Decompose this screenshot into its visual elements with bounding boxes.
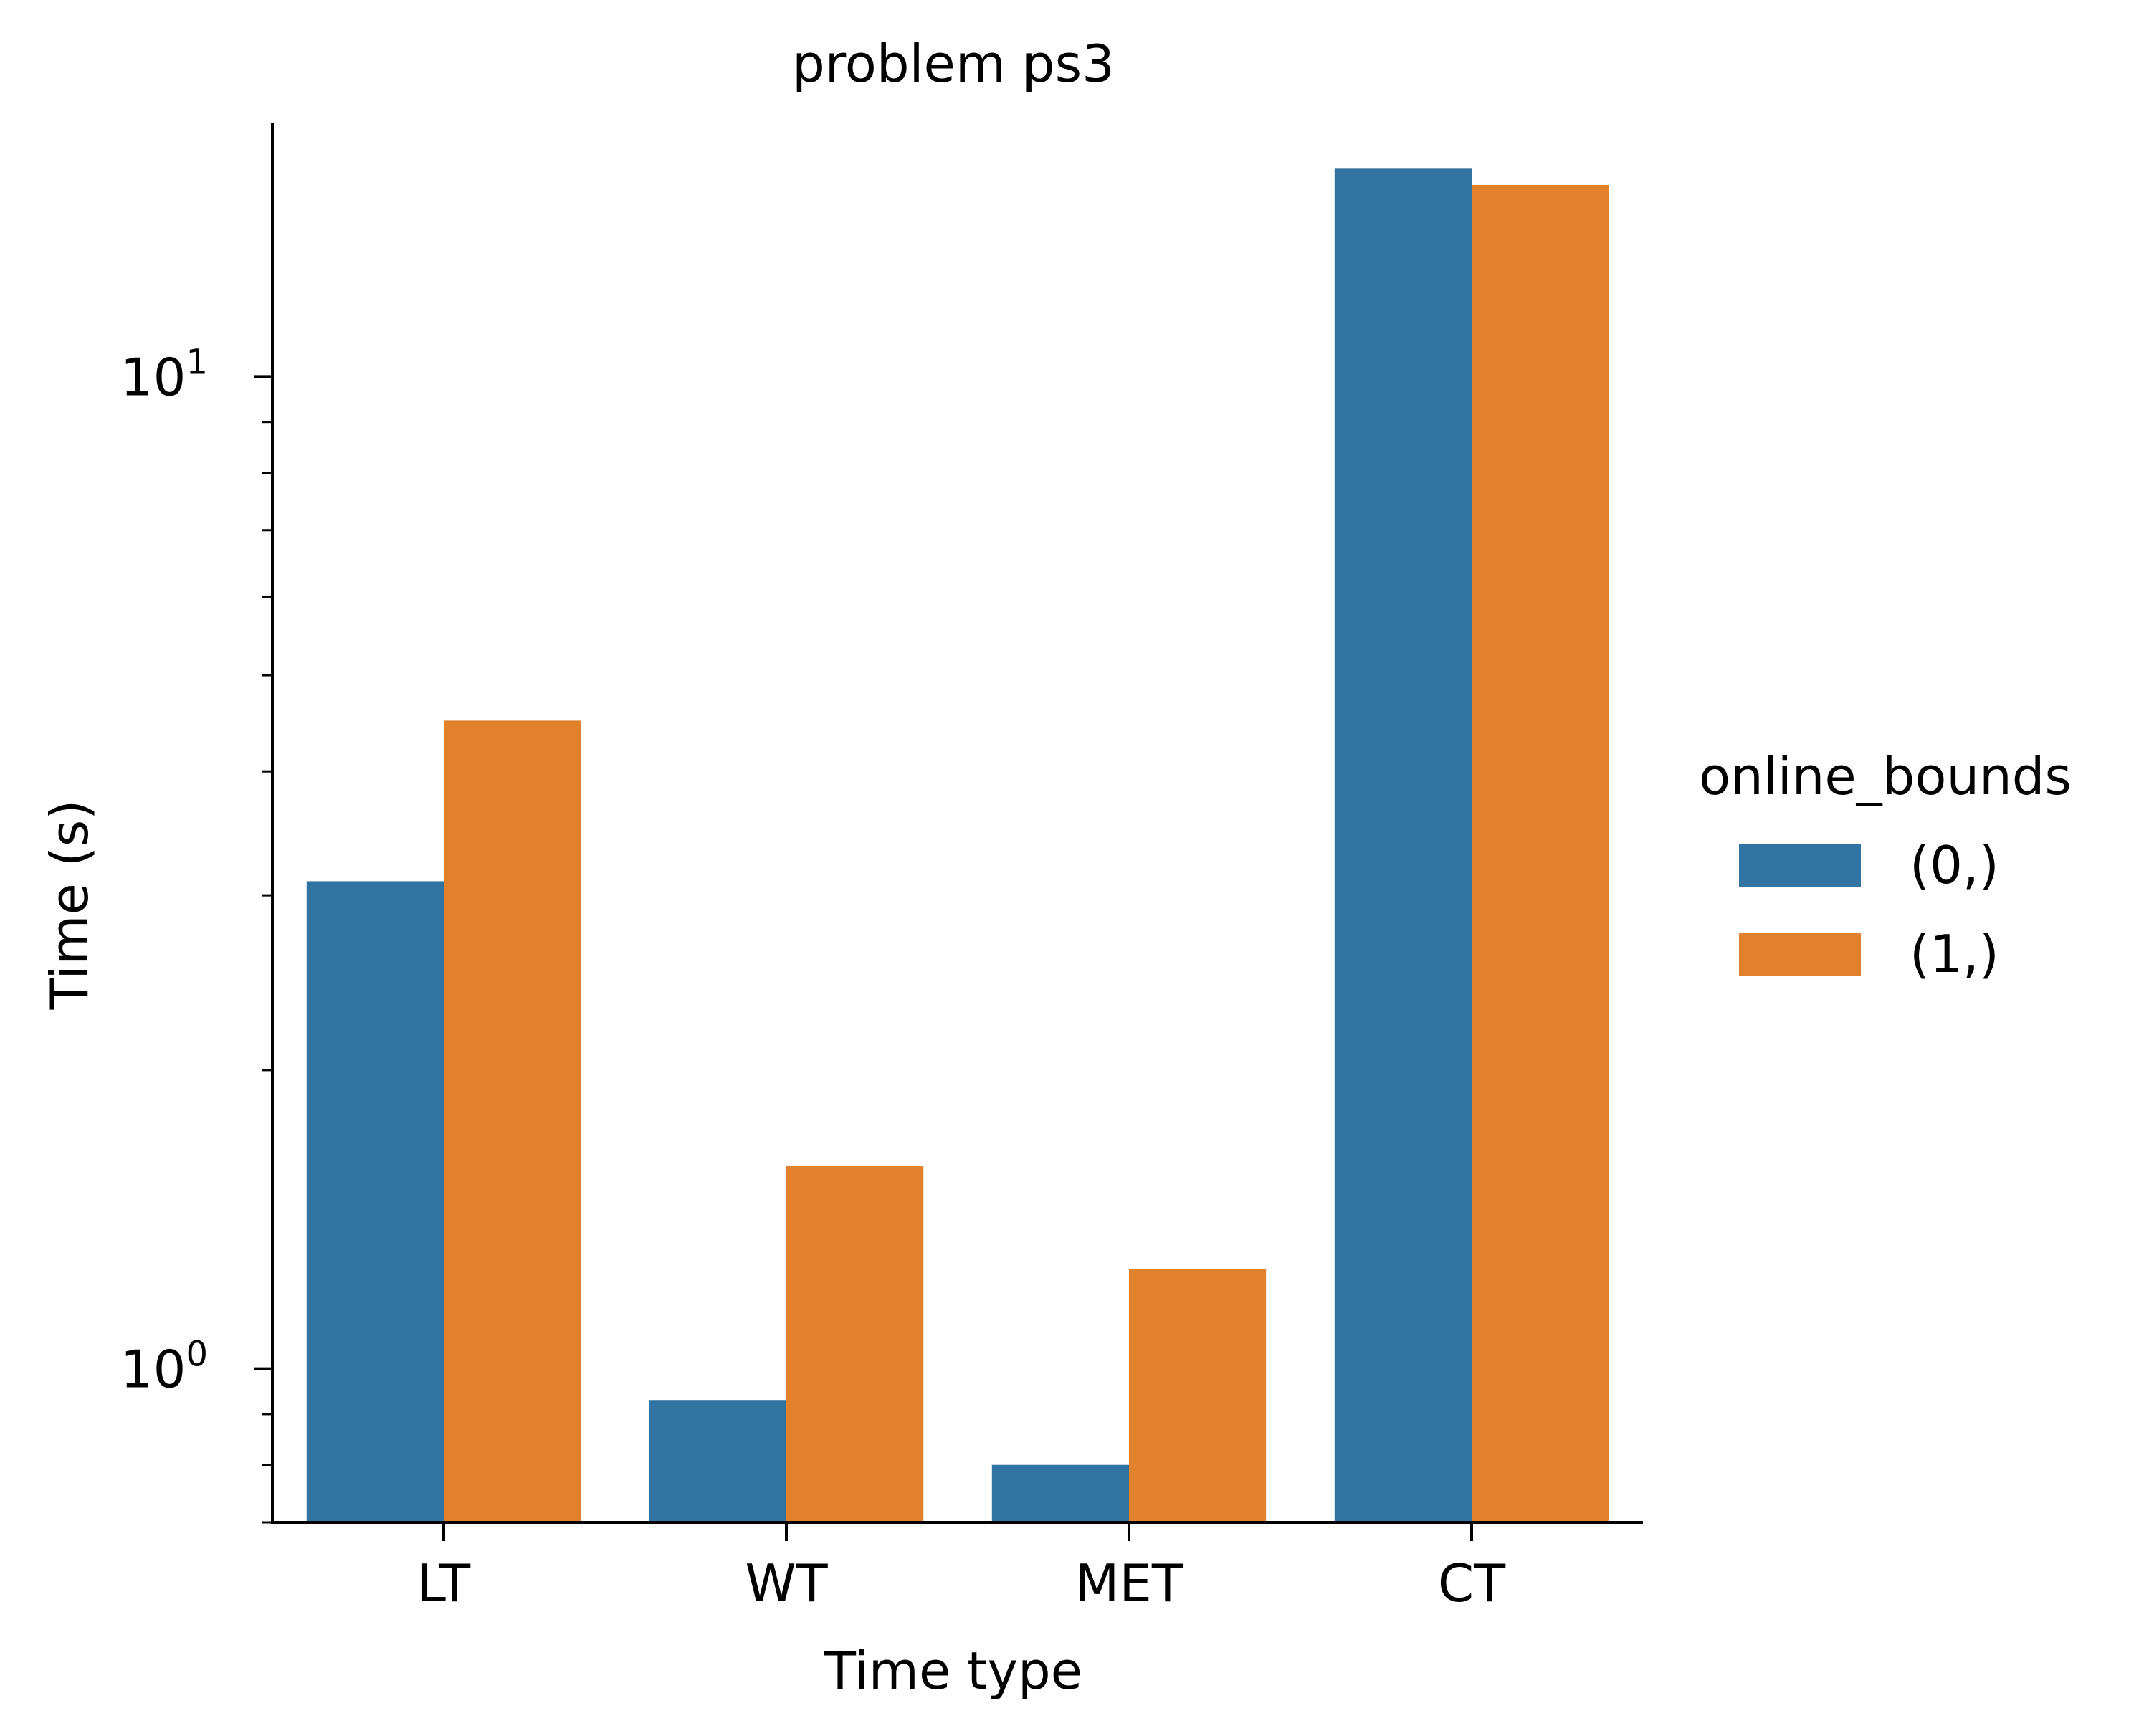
bar-ct-series-1: [1334, 168, 1472, 1522]
x-tick-label-lt: LT: [417, 1553, 471, 1613]
legend-label-series-2: (1,): [1910, 924, 1999, 984]
bar-met-series-1: [991, 1464, 1129, 1522]
x-axis-label: Time type: [824, 1641, 1082, 1701]
legend: online_bounds (0,) (1,): [1699, 746, 2072, 984]
y-tick-label: 101: [120, 342, 208, 407]
legend-swatch-series-1: [1739, 844, 1861, 887]
x-tick-label-ct: CT: [1438, 1553, 1506, 1613]
bar-lt-series-2: [444, 720, 581, 1523]
bar-lt-series-1: [306, 881, 444, 1522]
y-tick-label: 100: [120, 1335, 208, 1400]
legend-label-series-1: (0,): [1910, 835, 1999, 895]
bar-wt-series-2: [786, 1166, 924, 1522]
y-tick-label-exponent: 1: [186, 342, 208, 382]
y-tick-label-exponent: 0: [186, 1335, 208, 1375]
y-axis-label: Time (s): [39, 800, 100, 1011]
bar-met-series-2: [1129, 1269, 1267, 1522]
legend-items: (0,) (1,): [1739, 835, 1999, 984]
x-tick-label-wt: WT: [745, 1553, 828, 1613]
x-tick-label-met: MET: [1075, 1553, 1184, 1613]
legend-swatch-series-2: [1739, 933, 1861, 976]
bar-ct-series-2: [1472, 185, 1609, 1522]
chart-title: problem ps3: [792, 34, 1115, 94]
plot-area: LT WT MET CT 100 101: [120, 123, 1643, 1613]
legend-title: online_bounds: [1699, 746, 2072, 806]
bar-wt-series-1: [649, 1400, 786, 1522]
